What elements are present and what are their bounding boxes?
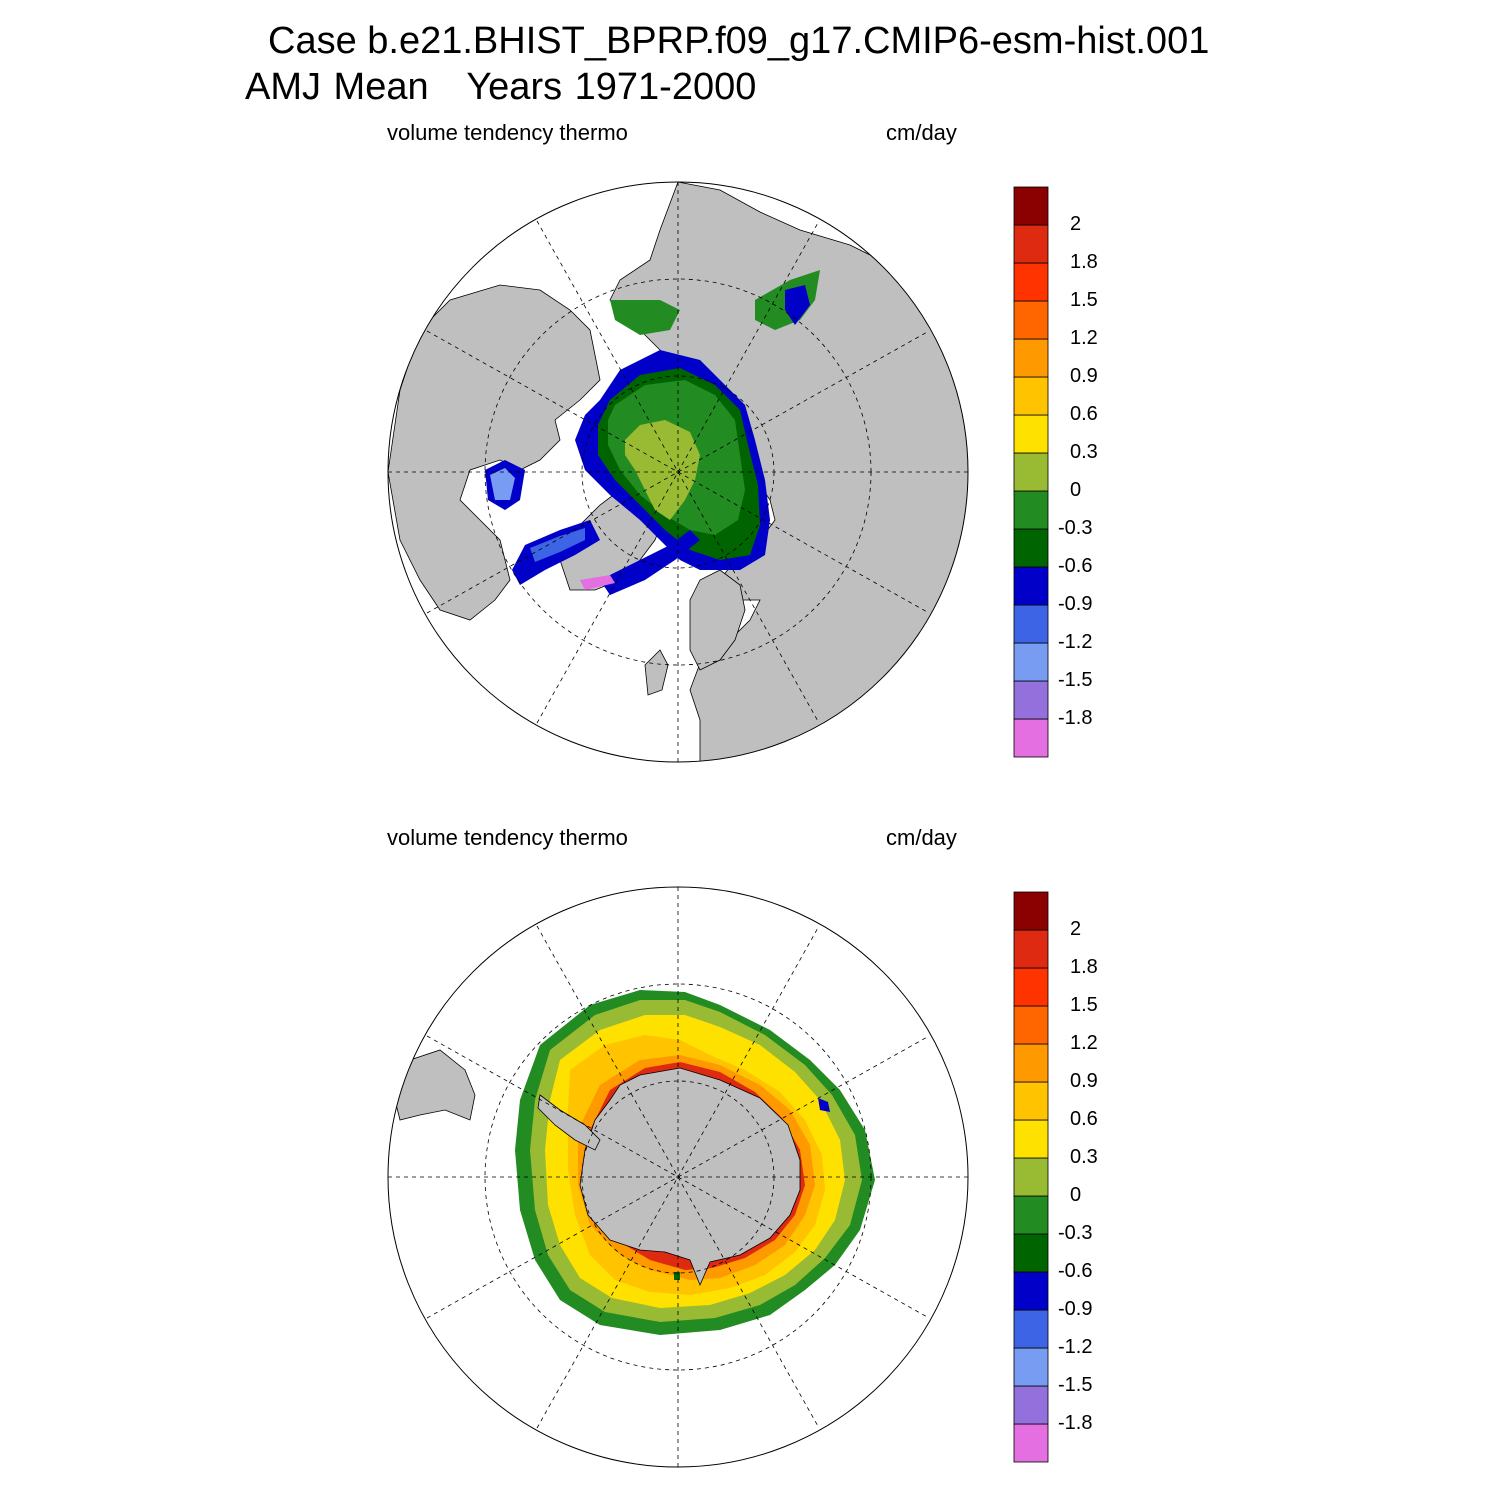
sh-colorbar-tick-label: -0.9: [1058, 1298, 1093, 1320]
nh-colorbar-box: [1013, 262, 1049, 302]
sh-colorbar-box: [1013, 1005, 1049, 1045]
nh-colorbar-tick-label: -0.6: [1058, 555, 1093, 577]
nh-variable-label: volume tendency thermo: [387, 120, 628, 145]
sh-colorbar-box: [1013, 1195, 1049, 1235]
sh-colorbar-tick-label: 0.9: [1070, 1070, 1098, 1092]
nh-colorbar-tick-label: 1.5: [1070, 289, 1098, 311]
nh-colorbar-tick-label: 1.8: [1070, 251, 1098, 273]
sh-colorbar-box: [1013, 1233, 1049, 1273]
sh-colorbar-tick-label: 1.2: [1070, 1032, 1098, 1054]
sh-colorbar-tick-label: -0.6: [1058, 1260, 1093, 1282]
years-label: Years 1971-2000: [466, 66, 757, 108]
nh-colorbar-tick-label: -1.5: [1058, 669, 1093, 691]
sh-colorbar-box: [1013, 1271, 1049, 1311]
nh-colorbar-tick-label: 0.3: [1070, 441, 1098, 463]
sh-green-spot: [674, 1272, 680, 1280]
sh-colorbar-tick-label: 1.5: [1070, 994, 1098, 1016]
nh-colorbar-tick-label: 1.2: [1070, 327, 1098, 349]
sh-colorbar-tick-label: -0.3: [1058, 1222, 1093, 1244]
sh-colorbar-box: [1013, 967, 1049, 1007]
nh-bering-ice: [610, 300, 680, 335]
nh-colorbar-box: [1013, 642, 1049, 682]
sh-colorbar-tick-label: 0.3: [1070, 1146, 1098, 1168]
sh-variable-label: volume tendency thermo: [387, 825, 628, 850]
nh-hudson-bay-ice-light: [490, 468, 515, 500]
nh-colorbar-box: [1013, 376, 1049, 416]
nh-colorbar-tick-label: 0.6: [1070, 403, 1098, 425]
nh-colorbar-box: [1013, 414, 1049, 454]
nh-colorbar-box: [1013, 224, 1049, 264]
nh-colorbar-box: [1013, 490, 1049, 530]
nh-okhotsk-ice-blue: [785, 285, 810, 325]
sh-colorbar-tick-label: 0: [1070, 1184, 1082, 1206]
nh-colorbar-box: [1013, 300, 1049, 340]
sh-colorbar-box: [1013, 1157, 1049, 1197]
sh-colorbar-box: [1013, 891, 1049, 931]
nh-colorbar-box: [1013, 718, 1049, 758]
nh-europe-land: [689, 569, 746, 671]
nh-colorbar-tick-label: -1.2: [1058, 631, 1093, 653]
sh-colorbar-box: [1013, 1423, 1049, 1463]
nh-colorbar-box: [1013, 528, 1049, 568]
sh-colorbar-tick-label: -1.5: [1058, 1374, 1093, 1396]
sh-colorbar-tick-label: -1.8: [1058, 1412, 1093, 1434]
sh-colorbar-box: [1013, 1309, 1049, 1349]
sh-colorbar-box: [1013, 929, 1049, 969]
sh-colorbar-box: [1013, 1081, 1049, 1121]
nh-colorbar-tick-label: -0.3: [1058, 517, 1093, 539]
sh-colorbar-box: [1013, 1347, 1049, 1387]
season-years-title: AMJ Mean Years 1971-2000: [245, 66, 756, 109]
sh-colorbar: [1013, 891, 1049, 1463]
nh-colorbar-tick-label: 0: [1070, 479, 1082, 501]
case-title: Case b.e21.BHIST_BPRP.f09_g17.CMIP6-esm-…: [268, 20, 1210, 62]
nh-colorbar-box: [1013, 338, 1049, 378]
nh-colorbar-tick-label: -1.8: [1058, 707, 1093, 729]
nh-colorbar-tick-label: 2: [1070, 213, 1082, 235]
nh-ice-yellowgreen: [625, 420, 700, 520]
sh-colorbar-box: [1013, 1119, 1049, 1159]
nh-map-border: [387, 181, 969, 763]
nh-colorbar-box: [1013, 680, 1049, 720]
nh-polar-map: [388, 182, 968, 762]
season-label: AMJ Mean: [245, 66, 429, 108]
sh-colorbar-tick-label: -1.2: [1058, 1336, 1093, 1358]
nh-east-greenland-violet: [580, 575, 615, 590]
sh-colorbar-box: [1013, 1043, 1049, 1083]
sh-colorbar-tick-label: 0.6: [1070, 1108, 1098, 1130]
sh-blue-patch: [818, 1098, 830, 1112]
sh-colorbar-tick-label: 1.8: [1070, 956, 1098, 978]
nh-colorbar-box: [1013, 452, 1049, 492]
nh-colorbar-box: [1013, 566, 1049, 606]
nh-colorbar-tick-label: 0.9: [1070, 365, 1098, 387]
sh-south-america-land: [394, 1049, 476, 1121]
nh-colorbar: [1013, 186, 1049, 758]
sh-polar-map: [388, 887, 968, 1467]
sh-units-label: cm/day: [886, 825, 957, 850]
nh-baffin-ice-light: [530, 528, 585, 562]
nh-colorbar-tick-label: -0.9: [1058, 593, 1093, 615]
sh-colorbar-box: [1013, 1385, 1049, 1425]
nh-uk-land: [644, 649, 669, 696]
sh-colorbar-tick-label: 2: [1070, 918, 1082, 940]
nh-east-greenland-ice: [600, 530, 700, 595]
nh-colorbar-box: [1013, 186, 1049, 226]
nh-north-america-land: [388, 284, 601, 621]
nh-units-label: cm/day: [886, 120, 957, 145]
sh-map-border: [387, 886, 969, 1468]
nh-colorbar-box: [1013, 604, 1049, 644]
